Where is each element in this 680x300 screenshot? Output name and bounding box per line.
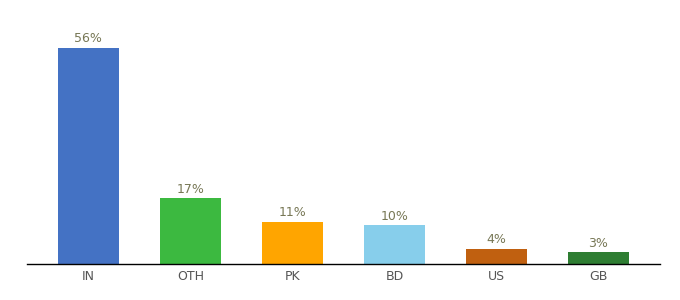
Text: 4%: 4%	[486, 233, 507, 246]
Text: 10%: 10%	[381, 210, 408, 223]
Text: 56%: 56%	[75, 32, 102, 45]
Text: 17%: 17%	[177, 183, 204, 196]
Bar	[58, 48, 119, 264]
Bar	[568, 252, 629, 264]
Text: 11%: 11%	[279, 206, 306, 219]
Text: 3%: 3%	[588, 237, 609, 250]
Bar	[262, 222, 323, 264]
Bar	[364, 225, 425, 264]
Bar	[160, 198, 221, 264]
Bar	[466, 249, 527, 264]
